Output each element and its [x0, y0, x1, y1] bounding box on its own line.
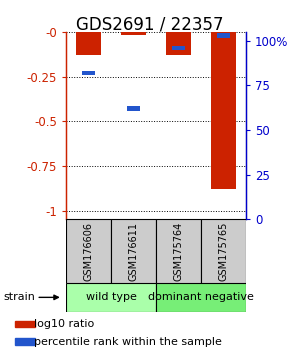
Bar: [156, 219, 201, 283]
Bar: [166, 32, 191, 55]
Bar: [217, 33, 230, 38]
Bar: [121, 32, 146, 35]
Text: wild type: wild type: [85, 292, 136, 302]
Bar: [76, 32, 101, 55]
Bar: [82, 71, 95, 75]
Text: GSM176606: GSM176606: [83, 222, 94, 281]
Text: percentile rank within the sample: percentile rank within the sample: [34, 337, 222, 347]
Text: GDS2691 / 22357: GDS2691 / 22357: [76, 16, 224, 34]
Text: GSM175764: GSM175764: [173, 222, 184, 281]
Bar: [111, 219, 156, 283]
Bar: [127, 107, 140, 111]
Bar: [66, 219, 111, 283]
Bar: [201, 219, 246, 283]
Text: strain: strain: [3, 292, 35, 302]
Bar: [211, 32, 236, 189]
Bar: [15, 321, 35, 327]
Bar: [15, 338, 35, 345]
Text: dominant negative: dominant negative: [148, 292, 254, 302]
Text: GSM176611: GSM176611: [128, 222, 139, 281]
Bar: [66, 283, 156, 312]
Bar: [156, 283, 246, 312]
Bar: [172, 46, 185, 50]
Text: log10 ratio: log10 ratio: [34, 319, 94, 329]
Text: GSM175765: GSM175765: [218, 222, 229, 281]
